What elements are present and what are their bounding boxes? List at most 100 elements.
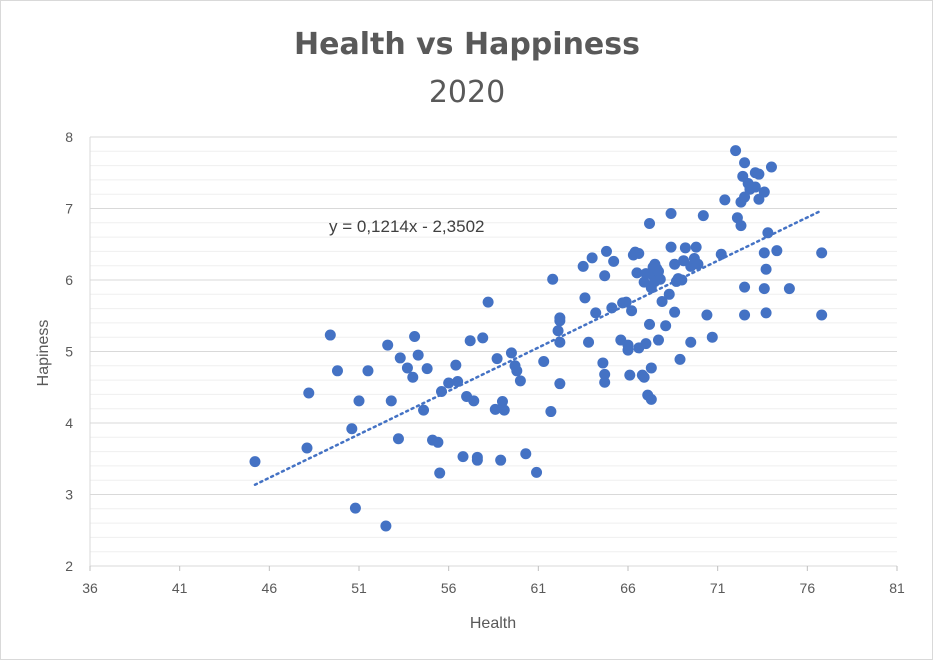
data-point — [457, 451, 469, 463]
y-tick-label: 5 — [65, 344, 73, 360]
data-point — [701, 309, 713, 321]
data-point — [644, 318, 656, 330]
x-axis-ticks: 36 41 46 51 56 61 66 71 76 81 — [82, 566, 905, 596]
x-tick-label: 66 — [620, 580, 636, 596]
data-point — [353, 395, 365, 407]
data-point — [624, 369, 636, 381]
x-tick-label: 46 — [262, 580, 278, 596]
data-point — [730, 145, 742, 157]
y-axis-label: Hapiness — [35, 320, 52, 387]
x-tick-label: 76 — [800, 580, 816, 596]
data-point — [477, 332, 489, 344]
data-point — [739, 309, 751, 321]
data-point — [816, 309, 828, 321]
data-point — [435, 386, 447, 398]
data-point — [409, 330, 421, 342]
data-point — [577, 260, 589, 272]
x-tick-label: 81 — [889, 580, 905, 596]
y-tick-label: 6 — [65, 272, 73, 288]
y-tick-label: 7 — [65, 201, 73, 217]
data-point — [482, 296, 494, 308]
data-point — [656, 295, 668, 307]
x-tick-label: 51 — [351, 580, 367, 596]
data-point — [706, 331, 718, 343]
data-point — [674, 353, 686, 365]
x-tick-label: 61 — [531, 580, 547, 596]
data-point — [301, 442, 313, 454]
data-point — [552, 325, 564, 337]
data-points — [249, 145, 828, 532]
data-point — [697, 210, 709, 222]
y-tick-label: 3 — [65, 487, 73, 503]
data-point — [660, 320, 672, 332]
data-point — [331, 365, 343, 377]
data-point — [719, 194, 731, 206]
data-point — [760, 263, 772, 275]
y-axis-ticks: 2 3 4 5 6 7 8 — [65, 129, 73, 574]
data-point — [739, 191, 751, 203]
data-point — [597, 357, 609, 369]
data-point — [511, 365, 523, 377]
data-point — [362, 365, 374, 377]
data-point — [654, 273, 666, 285]
data-point — [382, 339, 394, 351]
data-point — [450, 359, 462, 371]
chart-title: Health vs Happiness — [294, 27, 640, 62]
data-point — [538, 356, 550, 368]
data-point — [495, 454, 507, 466]
data-point — [514, 375, 526, 387]
data-point — [739, 157, 751, 169]
data-point — [685, 336, 697, 348]
data-point — [816, 247, 828, 259]
data-point — [669, 258, 681, 270]
data-point — [679, 242, 691, 254]
data-point — [739, 281, 751, 293]
data-point — [349, 502, 361, 514]
data-point — [644, 218, 656, 230]
data-point — [418, 404, 430, 416]
data-point — [620, 296, 632, 308]
data-point — [443, 377, 455, 389]
data-point — [505, 347, 517, 359]
data-point — [452, 376, 464, 388]
trendline-equation: y = 0,1214x - 2,3502 — [329, 217, 484, 236]
data-point — [765, 161, 777, 173]
data-point — [771, 245, 783, 257]
data-point — [669, 306, 681, 318]
data-point — [421, 363, 433, 375]
data-point — [579, 292, 591, 304]
data-point — [758, 186, 770, 198]
data-point — [489, 403, 501, 415]
data-point — [380, 520, 392, 532]
data-point — [758, 283, 770, 295]
data-point — [464, 335, 476, 347]
data-point — [520, 448, 532, 460]
data-point — [583, 336, 595, 348]
data-point — [531, 466, 543, 478]
data-point — [645, 393, 657, 405]
data-point — [600, 245, 612, 257]
data-point — [249, 456, 261, 468]
data-point — [599, 376, 611, 388]
data-point — [652, 334, 664, 346]
data-point — [749, 181, 761, 193]
data-point — [590, 307, 602, 319]
data-point — [715, 248, 727, 260]
data-point — [663, 288, 675, 300]
x-tick-label: 56 — [441, 580, 457, 596]
data-point — [676, 274, 688, 286]
data-point — [324, 329, 336, 341]
data-point — [434, 467, 446, 479]
data-point — [554, 312, 566, 324]
data-point — [468, 395, 480, 407]
x-tick-label: 41 — [172, 580, 188, 596]
data-point — [496, 396, 508, 408]
data-point — [622, 339, 634, 351]
data-point — [432, 436, 444, 448]
data-point — [407, 371, 419, 383]
data-point — [394, 352, 406, 364]
data-point — [547, 273, 559, 285]
data-point — [783, 283, 795, 295]
